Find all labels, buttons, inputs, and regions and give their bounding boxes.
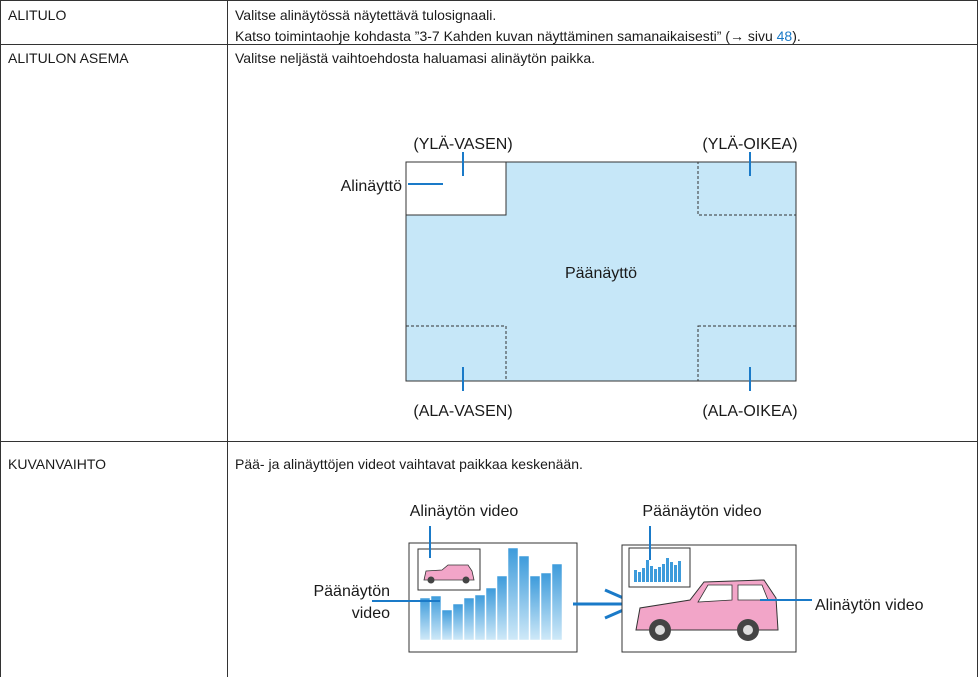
term: ALITULO bbox=[8, 7, 66, 23]
description: Pää- ja alinäyttöjen videot vaihtavat pa… bbox=[235, 456, 583, 472]
label: (YLÄ-VASEN) bbox=[413, 135, 512, 153]
description-text: Katso toimintaohje kohdasta ”3-7 Kahden … bbox=[235, 28, 777, 44]
position-diagram: (YLÄ-VASEN) (YLÄ-OIKEA) Alinäyttö Päänäy… bbox=[341, 135, 798, 420]
label: video bbox=[352, 605, 390, 622]
label: Alinäytön video bbox=[815, 597, 924, 614]
description-text: ). bbox=[792, 28, 801, 44]
label: (YLÄ-OIKEA) bbox=[702, 135, 797, 153]
page-link[interactable]: 48 bbox=[777, 28, 793, 44]
description: Valitse alinäytössä näytettävä tulosigna… bbox=[235, 7, 496, 23]
term: ALITULON ASEMA bbox=[8, 50, 129, 66]
label: Päänäytön bbox=[313, 583, 390, 600]
label: (ALA-VASEN) bbox=[413, 403, 512, 420]
label: (ALA-OIKEA) bbox=[702, 403, 797, 420]
label: Alinäyttö bbox=[341, 178, 402, 195]
label: Alinäytön video bbox=[410, 503, 519, 520]
swap-diagram: Alinäytön video Päänäytön video Päänäytö… bbox=[313, 503, 924, 653]
label: Päänäyttö bbox=[565, 265, 637, 282]
label: Päänäytön video bbox=[642, 503, 761, 520]
term: KUVANVAIHTO bbox=[8, 456, 106, 472]
description: Katso toimintaohje kohdasta ”3-7 Kahden … bbox=[235, 28, 801, 44]
description: Valitse neljästä vaihtoehdosta haluamasi… bbox=[235, 50, 595, 66]
